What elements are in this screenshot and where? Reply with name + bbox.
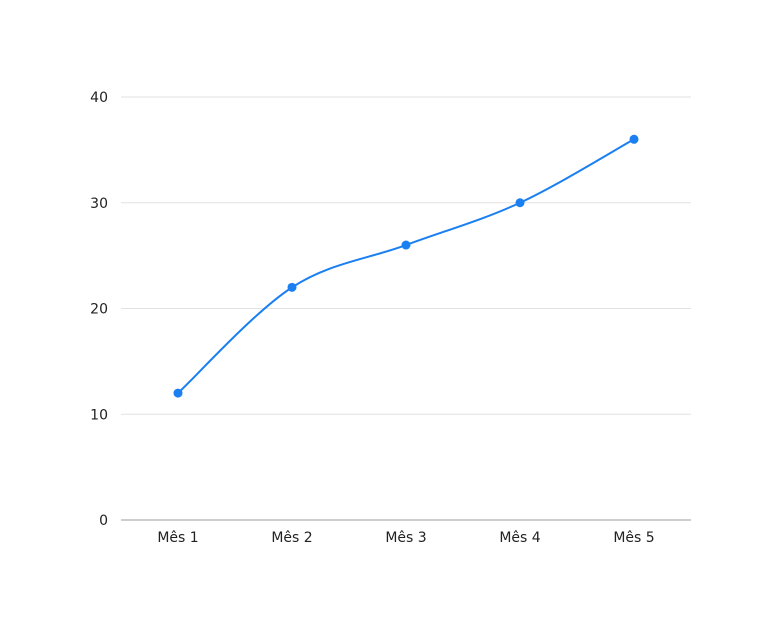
y-tick-label: 10 [90,407,108,423]
data-point [401,240,411,250]
data-point [515,198,525,208]
data-point [287,282,297,292]
series-line [177,138,635,394]
x-tick-label: Mês 5 [613,530,654,546]
y-tick-label: 0 [99,513,108,529]
y-tick-label: 40 [90,90,108,106]
data-point [173,388,183,398]
data-point [629,134,639,144]
x-tick-label: Mês 1 [157,530,198,546]
x-tick-label: Mês 2 [271,530,312,546]
x-tick-label: Mês 3 [385,530,426,546]
y-tick-label: 20 [90,302,108,318]
y-tick-label: 30 [90,196,108,212]
x-tick-label: Mês 4 [499,530,540,546]
